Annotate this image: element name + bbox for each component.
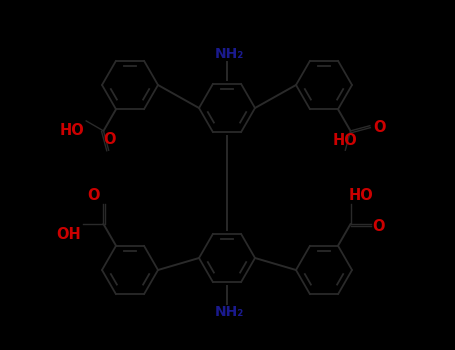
Text: HO: HO [333, 133, 358, 148]
Text: HO: HO [348, 188, 373, 203]
Text: O: O [373, 120, 385, 135]
Text: O: O [373, 219, 385, 233]
Text: O: O [87, 188, 100, 203]
Text: NH₂: NH₂ [214, 305, 243, 319]
Text: OH: OH [57, 227, 81, 242]
Text: NH₂: NH₂ [214, 47, 243, 61]
Text: HO: HO [60, 123, 84, 138]
Text: O: O [103, 132, 116, 147]
